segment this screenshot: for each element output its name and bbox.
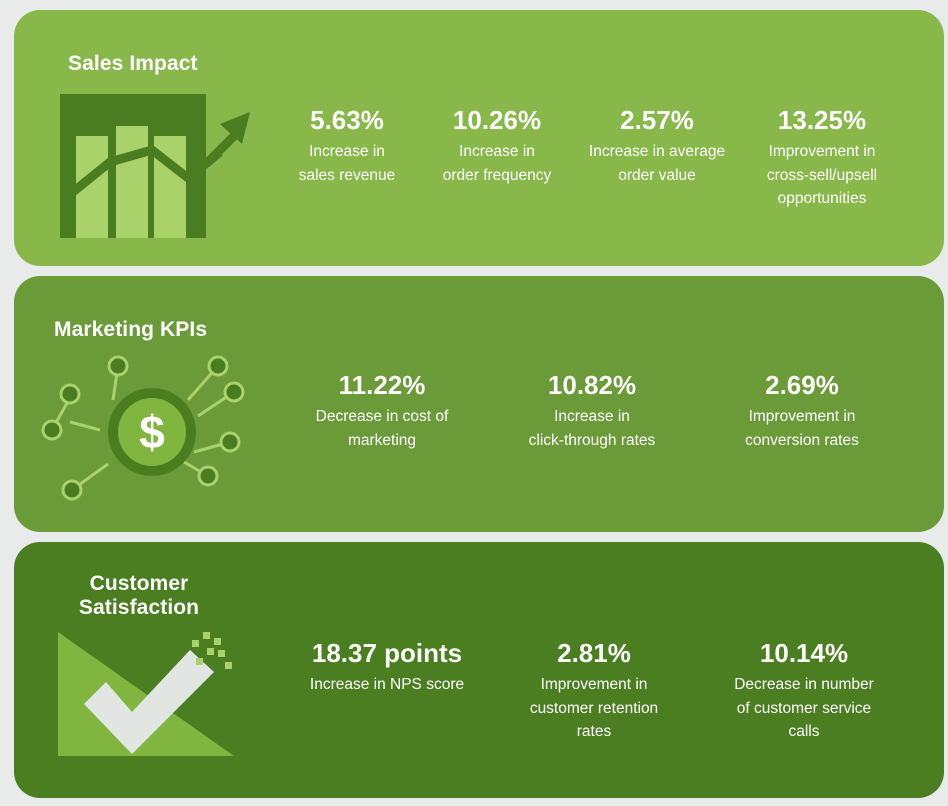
customer-satisfaction-title: Customer Satisfaction [78,572,200,619]
stat-value: 10.82% [547,370,637,400]
stat-value: 2.57% [620,105,694,135]
stat-description: Decrease in cost of marketing [315,408,449,449]
stat-value: 18.37 points [311,638,463,668]
stat-description: Increase in click-through rates [528,408,656,449]
stat-order-frequency: 10.26% Increase in order frequency [422,105,572,187]
sales-impact-title: Sales Impact [68,52,198,75]
stat-cost-of-marketing: 11.22% Decrease in cost of marketing [282,370,482,452]
bar-chart-trend-icon [60,94,250,238]
stat-value: 5.63% [310,105,384,135]
stat-value: 2.81% [557,638,631,668]
stat-conversion-rates: 2.69% Improvement in conversion rates [702,370,902,452]
stat-value: 10.14% [759,638,849,668]
stat-cross-sell-upsell: 13.25% Improvement in cross-sell/upsell op… [742,105,902,211]
stat-click-through-rates: 10.82% Increase in click-through rates [492,370,692,452]
stat-value: 2.69% [765,370,839,400]
stat-description: Decrease in number of customer service cal… [734,676,874,740]
svg-text:$: $ [139,406,165,458]
stat-average-order-value: 2.57% Increase in average order value [572,105,742,187]
stat-description: Increase in sales revenue [298,143,396,184]
marketing-kpis-panel: Marketing KPIs $ 11.22% Decrease in [14,276,944,532]
stat-value: 11.22% [338,370,426,400]
stat-value: 13.25% [777,105,867,135]
stat-description: Improvement in conversion rates [745,408,859,449]
marketing-kpis-title: Marketing KPIs [54,318,208,341]
stat-nps-score: 18.37 points Increase in NPS score [282,638,492,697]
sales-impact-panel: Sales Impact 5.63% Increase in sales reve… [14,10,944,266]
dollar-network-icon: $ [41,355,245,501]
stat-description: Improvement in cross-sell/upsell opportuni… [766,143,878,207]
stat-value: 10.26% [452,105,542,135]
stat-customer-retention: 2.81% Improvement in customer retention ra… [496,638,692,744]
stat-customer-service-calls: 10.14% Decrease in number of customer ser… [704,638,904,744]
checkmark-icon [58,632,234,756]
stat-description: Increase in order frequency [442,143,552,184]
stat-description: Improvement in customer retention rates [529,676,659,740]
stat-description: Increase in average order value [588,143,726,184]
customer-satisfaction-panel: Customer Satisfaction 18.37 points Increa… [14,542,944,798]
stat-sales-revenue: 5.63% Increase in sales revenue [272,105,422,187]
stat-description: Increase in NPS score [309,676,465,693]
